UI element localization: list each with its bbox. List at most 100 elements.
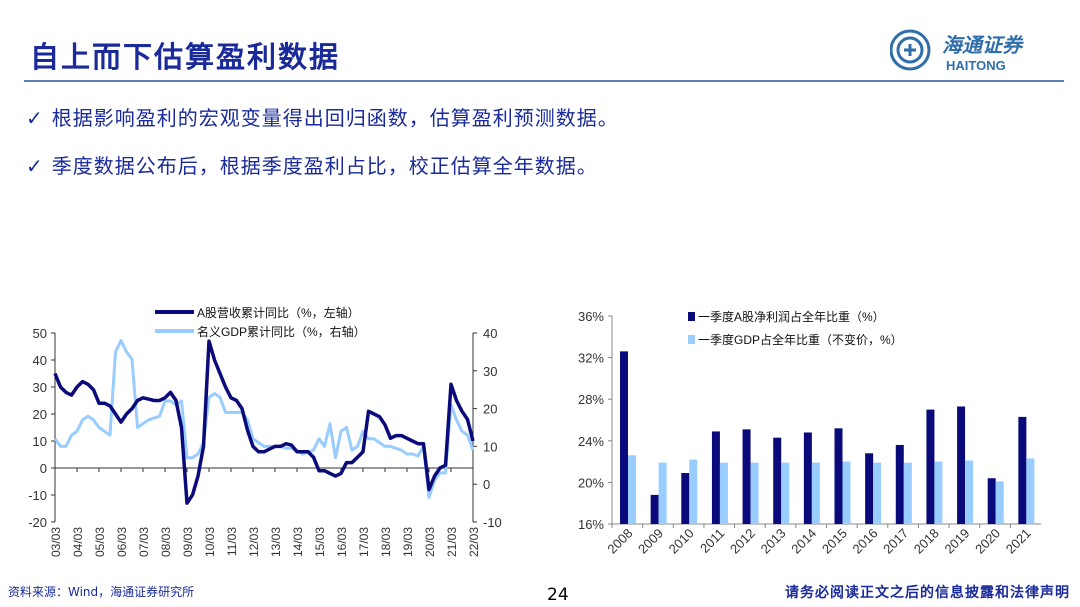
x-tick-label: 2017 — [880, 526, 911, 557]
y-right-tick-label: -10 — [483, 515, 502, 530]
logo-cn: 海通证券 — [942, 34, 1024, 57]
x-tick-label: 20/03 — [423, 527, 437, 557]
x-tick-label: 2011 — [697, 526, 727, 556]
profit-share-bar — [803, 432, 812, 524]
x-tick-label: 06/03 — [115, 527, 129, 557]
legend-label: A股营收累计同比（%，左轴） — [197, 305, 360, 320]
x-tick-label: 12/03 — [247, 527, 261, 557]
profit-share-bar — [926, 409, 935, 524]
x-tick-label: 15/03 — [313, 527, 327, 557]
haitong-emblem-icon: 海通证券 HAITONG — [889, 29, 1024, 73]
x-tick-label: 10/03 — [203, 527, 217, 557]
haitong-logo: 海通证券 HAITONG — [889, 28, 1040, 74]
gdp-series-line — [53, 339, 475, 499]
x-tick-label: 18/03 — [379, 527, 393, 557]
profit-share-bar — [957, 406, 966, 524]
x-tick-label: 2016 — [850, 526, 881, 557]
gdp-share-bar — [781, 462, 790, 524]
revenue-series-line — [53, 339, 475, 505]
x-tick-label: 2010 — [666, 526, 697, 557]
x-tick-label: 04/03 — [71, 527, 85, 557]
y-tick-label: 20% — [578, 475, 604, 490]
y-left-tick-label: 30 — [33, 380, 47, 395]
y-left-tick-label: -20 — [28, 515, 47, 530]
x-tick-label: 07/03 — [137, 527, 151, 557]
x-tick-label: 22/03 — [467, 527, 481, 557]
page-title: 自上而下估算盈利数据 — [30, 40, 341, 74]
profit-share-bar — [895, 444, 904, 524]
y-tick-label: 28% — [578, 392, 604, 407]
y-tick-label: 24% — [578, 434, 604, 449]
x-tick-label: 11/03 — [225, 527, 239, 556]
y-left-tick-label: 10 — [33, 434, 47, 449]
bullet-text: 根据影响盈利的宏观变量得出回归函数，估算盈利预测数据。 — [51, 106, 619, 130]
y-right-tick-label: 30 — [483, 364, 497, 379]
x-tick-label: 14/03 — [291, 527, 305, 557]
x-tick-label: 2019 — [941, 526, 972, 557]
gdp-share-bar — [903, 462, 912, 524]
q1-share-bar-chart: 36%32%28%24%20%16%2008 2009 2010 2011 2012 20… — [578, 309, 1041, 557]
legend-label: 一季度A股净利润占全年比重（%） — [698, 309, 885, 324]
y-tick-label: 36% — [578, 309, 604, 324]
gdp-share-bar — [628, 455, 636, 524]
bullet-2: ✓ 季度数据公布后，根据季度盈利占比，校正估算全年数据。 — [26, 150, 598, 179]
profit-share-bar — [620, 351, 628, 524]
gdp-share-bar — [1026, 458, 1035, 524]
x-tick-label: 2009 — [635, 526, 666, 557]
profit-share-bar — [742, 429, 751, 524]
bullet-1: ✓ 根据影响盈利的宏观变量得出回归函数，估算盈利预测数据。 — [26, 102, 619, 131]
profit-share-bar — [650, 494, 659, 524]
x-tick-label: 08/03 — [159, 527, 173, 557]
gdp-share-bar — [719, 462, 728, 524]
gdp-share-bar — [965, 460, 974, 524]
bullet-text: 季度数据公布后，根据季度盈利占比，校正估算全年数据。 — [51, 154, 598, 178]
profit-share-bar — [987, 478, 996, 524]
profit-share-bar — [834, 428, 843, 524]
gdp-share-bar — [934, 461, 943, 524]
y-right-tick-label: 0 — [483, 477, 490, 492]
gdp-share-bar — [995, 481, 1004, 524]
gdp-share-bar — [811, 462, 820, 524]
page-number: 24 — [547, 585, 569, 605]
profit-share-bar — [681, 473, 690, 524]
x-tick-label: 2018 — [911, 526, 942, 557]
x-tick-label: 21/03 — [445, 527, 459, 557]
x-tick-label: 09/03 — [181, 527, 195, 557]
gdp-share-bar — [689, 459, 698, 524]
source-note: 资料来源：Wind，海通证券研究所 — [8, 585, 195, 599]
y-tick-label: 32% — [578, 351, 604, 366]
gdp-share-bar — [658, 462, 667, 524]
logo-en: HAITONG — [946, 58, 1006, 73]
header-divider — [24, 80, 1064, 82]
gdp-share-bar — [873, 462, 882, 524]
x-tick-label: 13/03 — [269, 527, 283, 557]
legend-label: 一季度GDP占全年比重（不变价，%） — [698, 332, 903, 347]
legend-swatch — [688, 335, 695, 344]
y-right-tick-label: 20 — [483, 402, 497, 417]
gdp-share-bar — [842, 461, 851, 524]
y-left-tick-label: 20 — [33, 407, 47, 422]
profit-share-bar — [865, 453, 874, 524]
y-right-tick-label: 10 — [483, 439, 497, 454]
legend-swatch — [688, 312, 695, 321]
check-icon: ✓ — [26, 106, 44, 130]
x-tick-label: 05/03 — [93, 527, 107, 557]
y-left-tick-label: 40 — [33, 353, 47, 368]
check-icon: ✓ — [26, 154, 44, 178]
y-left-tick-label: -10 — [28, 488, 47, 503]
x-tick-label: 17/03 — [357, 527, 371, 557]
x-tick-label: 2021 — [1003, 526, 1034, 557]
y-right-tick-label: 40 — [483, 326, 497, 341]
x-tick-label: 2012 — [727, 526, 758, 557]
profit-share-bar — [711, 431, 720, 524]
x-tick-label: 03/03 — [49, 527, 63, 557]
profit-share-bar — [1018, 416, 1027, 524]
x-tick-label: 2020 — [972, 526, 1003, 557]
x-tick-label: 2013 — [758, 526, 789, 557]
x-tick-label: 2014 — [788, 526, 819, 557]
x-tick-label: 2015 — [819, 526, 850, 557]
y-left-tick-label: 50 — [33, 326, 47, 341]
revenue-gdp-line-chart: 50 40 30 20 10 0 -10 -20 40 30 20 10 0 -10 03/03 04/03 0… — [28, 305, 502, 557]
y-tick-label: 16% — [578, 517, 604, 532]
x-tick-label: 16/03 — [335, 527, 349, 557]
